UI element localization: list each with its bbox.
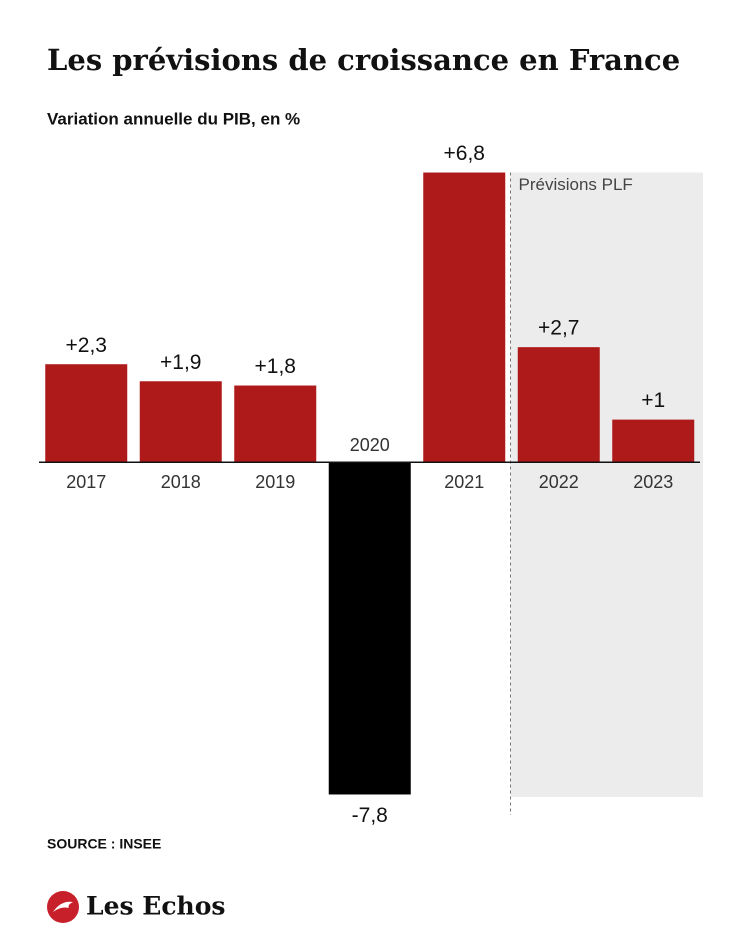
source: SOURCE : INSEE	[47, 836, 161, 852]
x-tick-label: 2020	[350, 435, 390, 455]
value-label: +6,8	[444, 142, 485, 165]
value-label: +1	[641, 389, 665, 412]
x-tick-label: 2021	[444, 472, 484, 492]
chart-title: Les prévisions de croissance en France	[47, 43, 680, 77]
x-tick-label: 2018	[161, 472, 201, 492]
value-label: +1,9	[160, 351, 201, 374]
value-label: +2,3	[66, 334, 107, 357]
plot: Prévisions PLF +2,3 2017 +1,9 2018 +1,8 2019 -7…	[39, 142, 703, 827]
forecast-label: Prévisions PLF	[519, 175, 633, 194]
x-tick-label: 2023	[633, 472, 673, 492]
bar	[139, 381, 222, 463]
chart-subtitle: Variation annuelle du PIB, en %	[47, 109, 300, 128]
logo: Les Echos	[47, 891, 225, 923]
bar	[612, 419, 695, 463]
x-tick-label: 2019	[255, 472, 295, 492]
value-label: +1,8	[255, 355, 296, 378]
bar	[234, 385, 317, 463]
forecast-area	[510, 172, 703, 797]
bar	[45, 364, 128, 463]
x-tick-label: 2022	[539, 472, 579, 492]
x-tick-label: 2017	[66, 472, 106, 492]
bar	[517, 347, 600, 463]
bar	[328, 462, 411, 795]
brand: Les Echos	[86, 892, 225, 921]
value-label: +2,7	[538, 317, 579, 340]
bar	[423, 172, 506, 463]
logo-bird	[53, 901, 73, 912]
value-label: -7,8	[352, 804, 388, 827]
